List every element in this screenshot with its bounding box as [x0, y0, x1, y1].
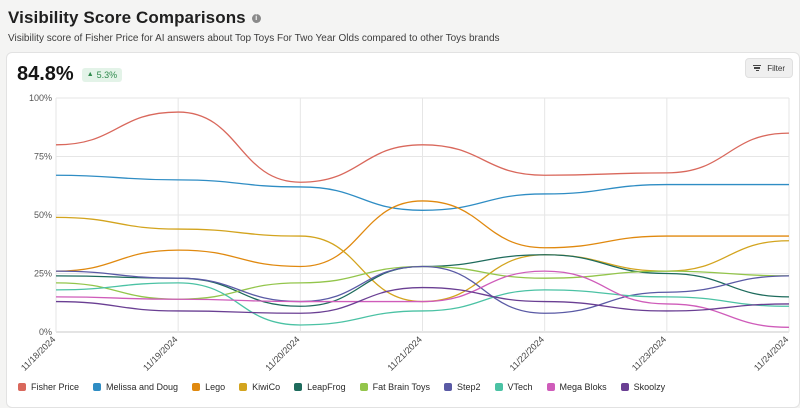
- legend-swatch: [239, 383, 248, 391]
- y-tick-label: 75%: [34, 152, 52, 162]
- y-tick-label: 0%: [39, 327, 52, 337]
- filter-button[interactable]: Filter: [745, 58, 793, 78]
- series-line-step2: [55, 265, 790, 314]
- x-tick-label: 11/24/2024: [752, 334, 790, 372]
- legend-item-fat-brain-toys[interactable]: Fat Brain Toys: [359, 382, 430, 392]
- series-line-mega-bloks: [55, 270, 790, 328]
- legend-swatch: [18, 383, 26, 391]
- legend-label: Skoolzy: [633, 382, 666, 392]
- chart-legend: Fisher Price Melissa and Doug Lego KiwiCo Le…: [18, 382, 679, 392]
- page-title: Visibility Score Comparisons: [8, 8, 246, 27]
- y-tick-label: 25%: [34, 269, 52, 279]
- series-line-lego: [55, 200, 789, 272]
- legend-swatch: [192, 383, 201, 391]
- chart-card: 84.8% ▲ 5.3% Filter: [6, 52, 800, 408]
- x-tick-label: 11/18/2024: [19, 334, 57, 372]
- legend-label: VTech: [507, 382, 533, 392]
- legend-item-step2[interactable]: Step2: [444, 382, 481, 392]
- filter-button-label: Filter: [767, 63, 785, 73]
- legend-item-mega-bloks[interactable]: Mega Bloks: [546, 382, 607, 392]
- x-tick-label: 11/22/2024: [508, 334, 546, 372]
- delta-badge: ▲ 5.3%: [81, 67, 123, 82]
- legend-item-lego[interactable]: Lego: [192, 382, 225, 392]
- legend-swatch: [93, 383, 102, 391]
- series-line-skoolzy: [55, 286, 790, 314]
- legend-swatch: [359, 383, 368, 391]
- legend-label: Melissa and Doug: [106, 382, 179, 392]
- y-tick-label: 100%: [29, 93, 52, 103]
- visibility-score-value: 84.8%: [17, 63, 74, 85]
- legend-item-vtech[interactable]: VTech: [494, 382, 533, 392]
- x-tick-label: 11/19/2024: [141, 334, 179, 372]
- x-tick-label: 11/23/2024: [630, 334, 668, 372]
- legend-swatch: [294, 383, 303, 391]
- series-line-melissa-and-doug: [55, 174, 789, 211]
- legend-label: Lego: [205, 382, 226, 392]
- legend-swatch: [546, 383, 555, 391]
- legend-label: KiwiCo: [252, 382, 281, 392]
- legend-item-leapfrog[interactable]: LeapFrog: [294, 382, 346, 392]
- delta-value: 5.3%: [96, 69, 118, 80]
- page-header: Visibility Score Comparisons i Visibilit…: [8, 8, 792, 44]
- legend-item-skoolzy[interactable]: Skoolzy: [620, 382, 666, 392]
- legend-swatch: [494, 383, 503, 391]
- legend-item-kiwico[interactable]: KiwiCo: [239, 382, 280, 392]
- legend-item-melissa-and-doug[interactable]: Melissa and Doug: [93, 382, 178, 392]
- filter-icon: [753, 64, 762, 72]
- legend-swatch: [620, 383, 629, 391]
- legend-label: Mega Bloks: [559, 382, 607, 392]
- series-line-fisher-price: [55, 111, 790, 183]
- legend-item-fisher-price[interactable]: Fisher Price: [18, 382, 79, 392]
- info-icon[interactable]: i: [251, 13, 261, 23]
- legend-label: Fisher Price: [31, 382, 80, 392]
- title-row: Visibility Score Comparisons i: [8, 8, 792, 28]
- x-tick-label: 11/20/2024: [263, 334, 301, 372]
- legend-label: Step2: [457, 382, 481, 392]
- y-tick-label: 50%: [34, 210, 52, 220]
- legend-label: Fat Brain Toys: [372, 382, 430, 392]
- series-line-vtech: [55, 282, 790, 326]
- x-tick-label: 11/21/2024: [385, 334, 423, 372]
- legend-swatch: [444, 383, 452, 391]
- metric-summary: 84.8% ▲ 5.3%: [17, 63, 123, 86]
- page-subtitle: Visibility score of Fisher Price for AI …: [8, 33, 500, 44]
- legend-label: LeapFrog: [307, 382, 346, 392]
- arrow-up-icon: ▲: [86, 71, 94, 78]
